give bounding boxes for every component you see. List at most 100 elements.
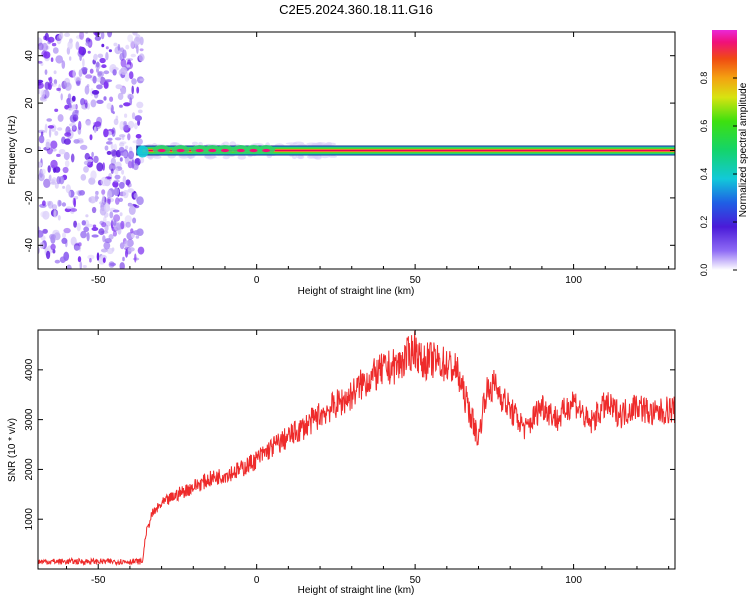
noise-speck [131,78,137,85]
noise-speck [96,77,101,83]
noise-speck [85,74,93,79]
noise-speck [76,80,81,86]
noise-speck [112,69,117,76]
x-tick-label: 50 [410,575,422,586]
noise-speck [56,153,61,157]
noise-speck [133,36,141,46]
noise-speck [115,197,120,205]
noise-speck [134,253,137,263]
noise-speck [50,140,58,149]
noise-speck [119,142,125,147]
noise-speck [82,58,85,68]
noise-speck [57,114,64,122]
noise-speck [133,192,138,199]
noise-speck [106,102,112,110]
noise-speck [124,72,130,82]
noise-speck [132,140,138,144]
noise-speck [85,214,89,218]
noise-speck [75,41,80,50]
noise-speck [110,149,117,157]
noise-speck [134,115,142,122]
noise-speck [71,104,77,110]
noise-speck [53,79,58,85]
noise-speck [103,212,109,218]
noise-speck [83,160,91,166]
noise-speck [125,221,131,228]
colorbar-tick-label: 0.6 [699,120,709,133]
noise-speck [102,162,105,171]
noise-speck [40,89,46,98]
noise-speck [103,128,109,138]
noise-speck [51,177,57,184]
noise-speck [51,148,57,152]
noise-speck [47,83,52,90]
noise-speck [96,162,104,172]
noise-speck [127,93,134,100]
noise-speck [72,109,79,118]
noise-speck [109,96,114,102]
noise-speck [114,174,121,180]
noise-speck [130,53,136,58]
noise-speck [58,149,66,155]
noise-speck [74,245,81,251]
noise-speck [101,194,105,203]
noise-speck [64,82,72,91]
noise-speck [48,174,52,182]
noise-speck [136,228,144,236]
noise-speck [72,125,76,131]
noise-speck [47,165,51,173]
noise-speck [113,179,120,183]
noise-speck [132,217,137,224]
noise-speck [72,197,76,206]
noise-speck [52,47,59,54]
noise-speck [103,70,110,75]
noise-speck [130,40,135,49]
noise-speck [84,85,90,95]
noise-speck [124,113,128,118]
noise-speck [54,259,61,264]
noise-speck [62,185,66,189]
noise-speck [46,250,51,260]
noise-speck [97,70,104,78]
x-tick-label: 0 [254,275,260,286]
noise-speck [38,82,44,89]
noise-speck [64,104,70,110]
noise-speck [78,69,83,77]
noise-speck [41,168,46,175]
noise-speck [131,85,134,95]
noise-speck [92,75,97,84]
noise-speck [122,256,125,262]
noise-speck [124,215,132,224]
noise-speck [134,122,138,130]
noise-speck [125,249,128,258]
noise-speck [105,46,109,50]
noise-speck [109,211,114,219]
noise-speck [55,55,63,64]
signal-band [136,141,675,160]
x-tick-label: -50 [91,575,106,586]
noise-speck [38,87,41,95]
noise-speck [122,49,127,59]
noise-speck [53,70,57,75]
noise-speck [122,175,127,185]
noise-speck [119,157,123,162]
noise-speck [106,189,113,200]
noise-speck [38,162,42,167]
noise-speck [87,254,95,260]
noise-speck [91,151,94,158]
noise-speck [63,138,71,145]
noise-speck [123,102,131,107]
noise-speck [42,228,48,234]
colorbar-tick-label: 0.2 [699,216,709,229]
halo-speck [328,155,337,158]
noise-speck [117,92,124,100]
noise-speck [126,64,131,68]
noise-speck [127,150,135,160]
noise-speck [127,34,133,43]
noise-speck [122,151,128,158]
noise-speck [100,32,105,40]
noise-speck [95,32,99,37]
noise-speck [104,145,109,151]
noise-speck [71,95,76,102]
spectrum-x-ticks: -50 0 50 100 [66,32,670,286]
